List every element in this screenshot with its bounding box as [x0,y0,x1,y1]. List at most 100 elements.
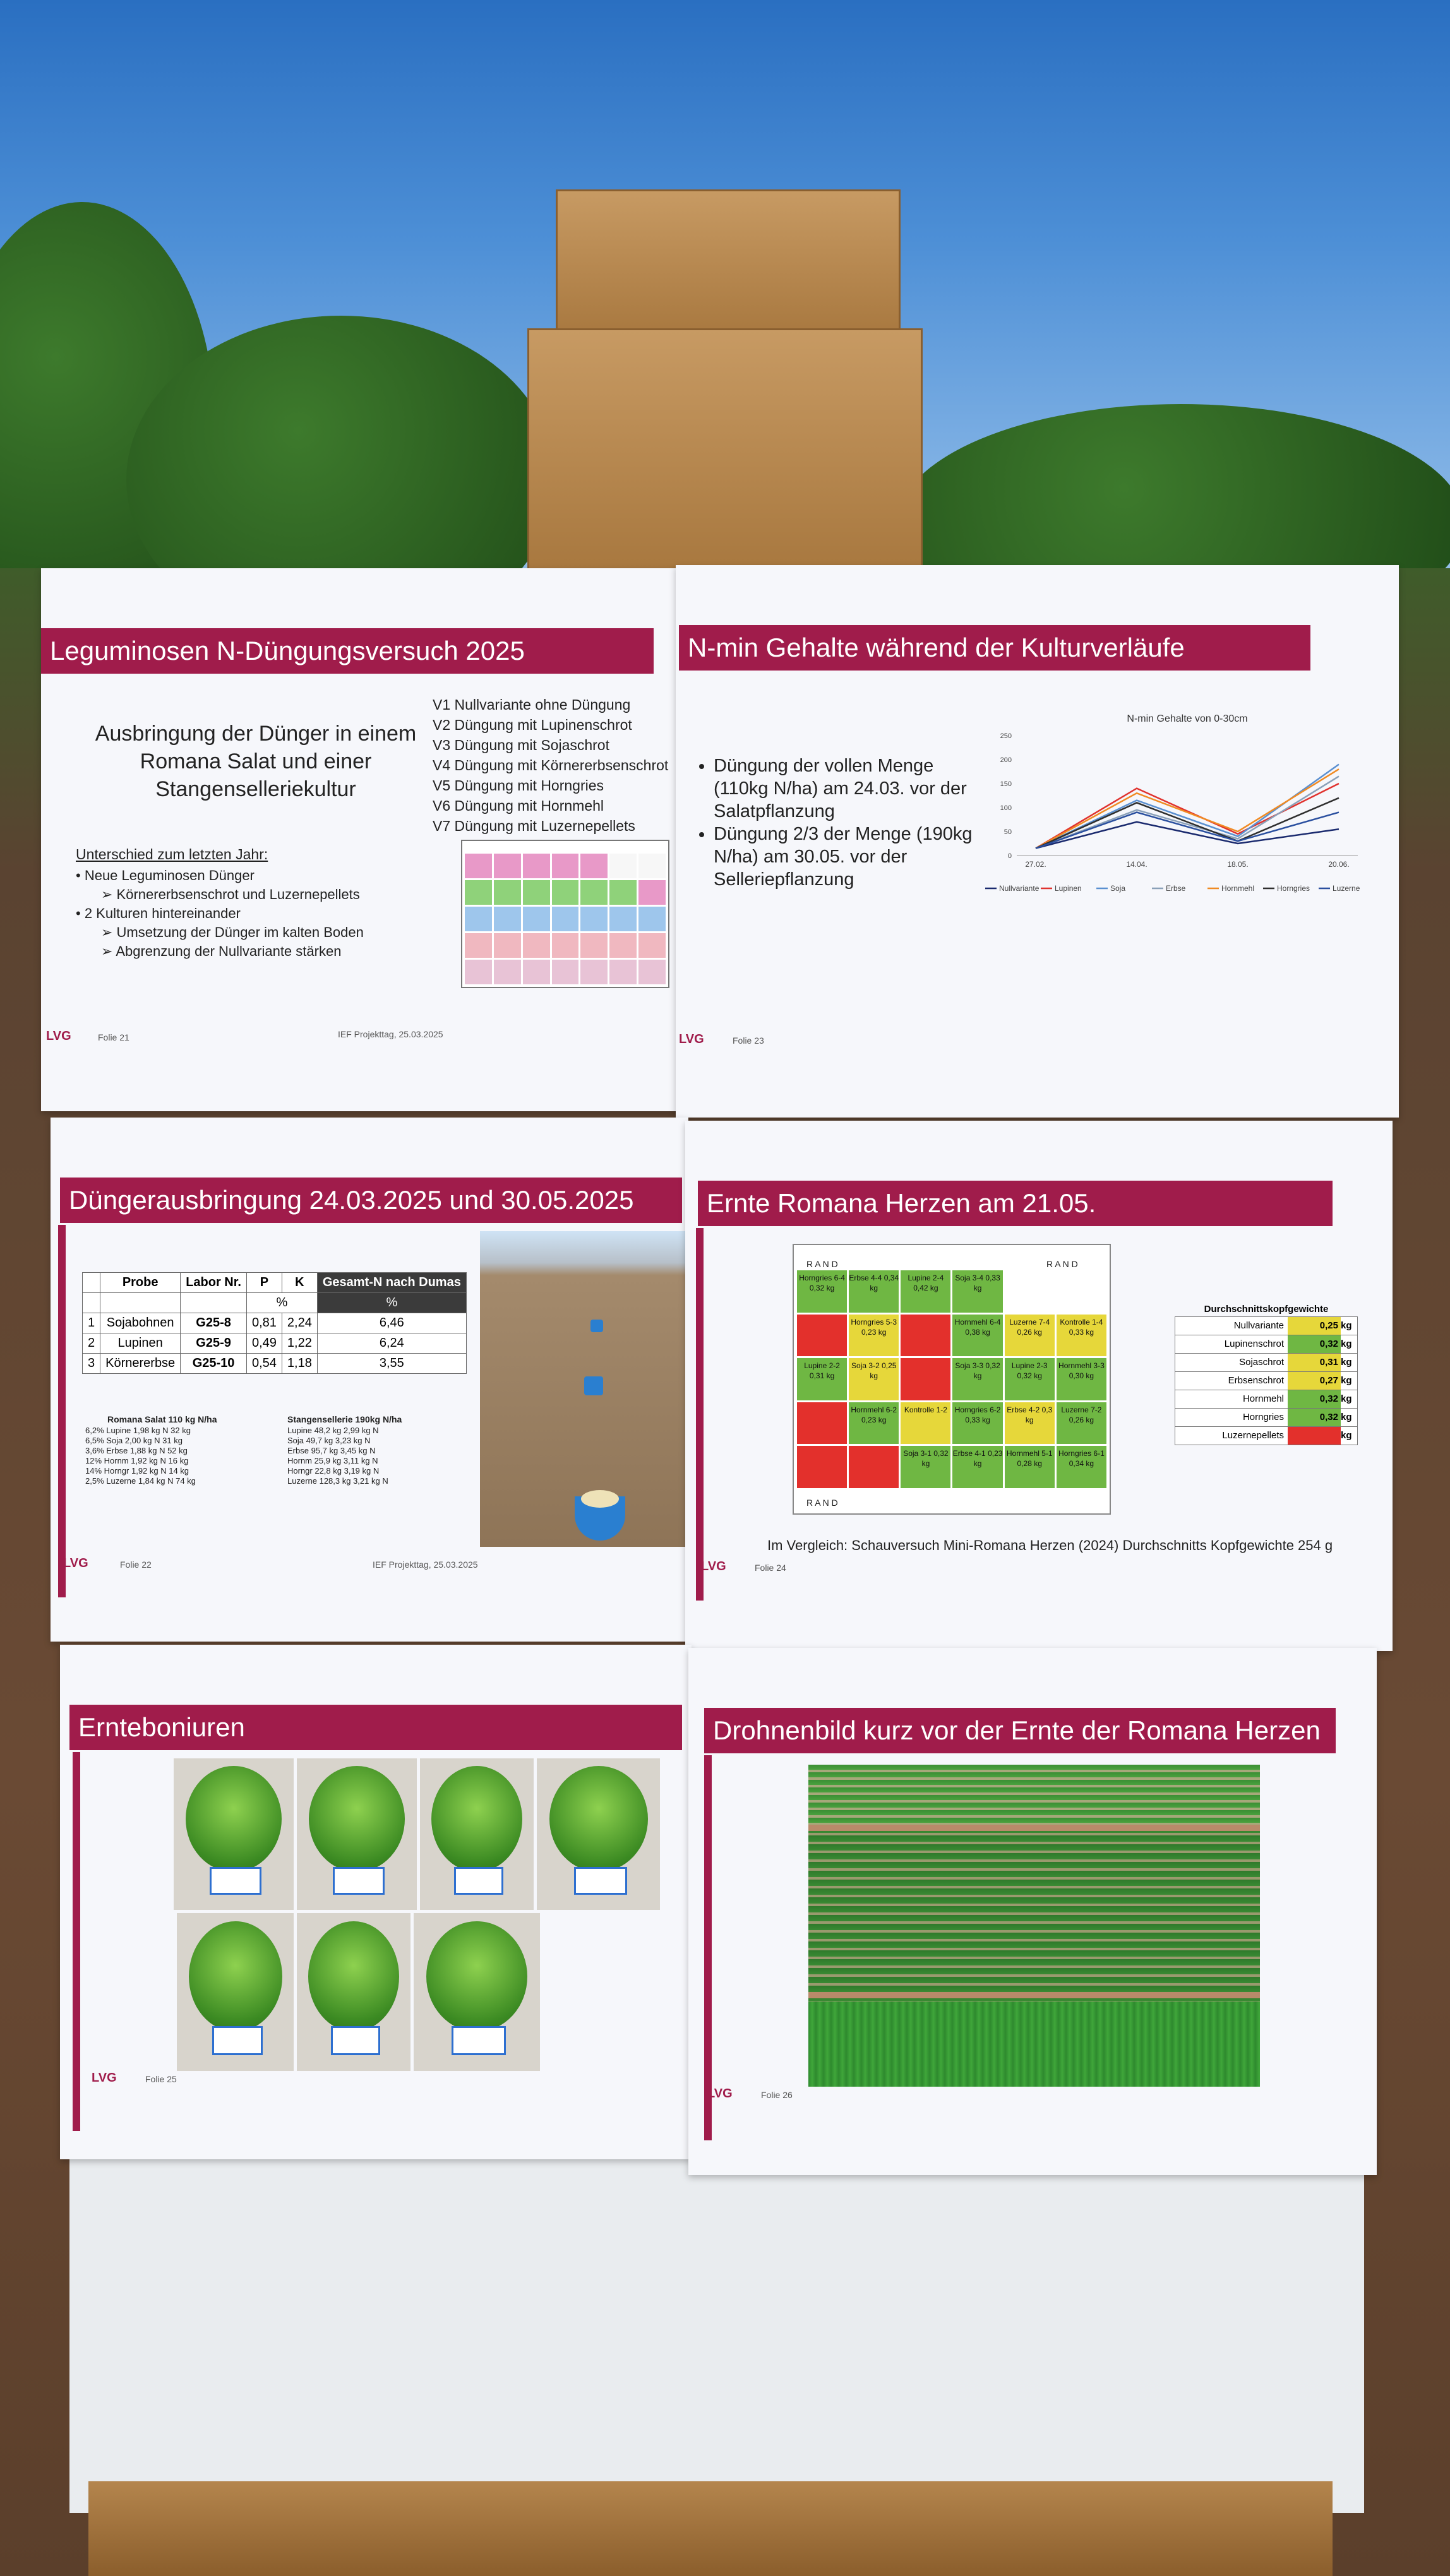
slide-title: Düngerausbringung 24.03.2025 und 30.05.2… [60,1178,682,1223]
list-item: Soja 49,7 kg 3,23 kg N [287,1436,371,1445]
slide-24: Ernte Romana Herzen am 21.05. R A N D R … [685,1121,1393,1651]
table-header: P [246,1272,282,1293]
avg-value [1288,1427,1341,1445]
list-item: V5 Düngung mit Horngries [433,777,604,794]
list-item: 6,5% Soja 2,00 kg N 31 kg [85,1436,183,1445]
avg-title: Durchschnittskopfgewichte [1204,1304,1329,1315]
grid-cell: Luzerne 7-4 0,26 kg [1004,1314,1055,1357]
fertilizer-table: Probe Labor Nr. P K Gesamt-N nach Dumas … [81,1272,467,1374]
white-board [69,2147,1364,2513]
slide-number: Folie 25 [145,2074,177,2084]
grid-cell [797,1402,848,1445]
list-item: 12% Hornm 1,92 kg N 16 kg [85,1456,189,1465]
list-item: V6 Düngung mit Hornmehl [433,797,604,814]
grid-cell: Lupine 2-3 0,32 kg [1004,1358,1055,1400]
sellerie-heading: Stangensellerie 190kg N/ha [287,1414,402,1424]
table-row: 3 Körnererbse G25-10 0,54 1,18 3,55 [81,1353,467,1374]
avg-row: Nullvariante 0,25 kg [1175,1316,1358,1335]
slide-number: Folie 21 [98,1032,129,1042]
board-base-wood [88,2481,1333,2576]
intro-text: Ausbringung der Dünger in einem Romana S… [95,722,417,801]
list-item: ➢ Körnererbsenschrot und Luzernepellets [101,886,360,902]
slide-number: Folie 24 [755,1563,786,1573]
table-header: Gesamt-N nach Dumas [316,1272,467,1293]
table-header: K [281,1272,318,1293]
table-header: Probe [100,1272,181,1293]
salat-heading: Romana Salat 110 kg N/ha [107,1414,217,1424]
grid-cell [849,1446,899,1488]
cell: G25-8 [180,1313,247,1333]
legend-label: Horngries [1277,884,1310,893]
grid-cell: Soja 3-1 0,32 kg [901,1446,951,1488]
bucket-icon [584,1376,603,1395]
grid-cell: Luzerne 7-2 0,26 kg [1056,1402,1106,1445]
avg-value: 0,27 [1288,1372,1341,1390]
legend-label: Erbse [1166,884,1186,893]
slide-title: Ernte Romana Herzen am 21.05. [698,1181,1333,1226]
avg-value: 0,32 [1288,1409,1341,1426]
list-item: ➢ Umsetzung der Dünger im kalten Boden [101,924,364,940]
list-item: Luzerne 128,3 kg 3,21 kg N [287,1476,388,1486]
series-line-erbse [1035,775,1339,849]
y-tick-label: 200 [1000,756,1012,764]
grid-cell: Soja 3-4 0,33 kg [952,1270,1003,1313]
grid-cell: Lupine 2-4 0,42 kg [901,1270,951,1313]
variant-list: V1 Nullvariante ohne Düngung V2 Düngung m… [433,695,673,836]
grid-cell: Lupine 2-2 0,31 kg [797,1358,848,1400]
list-item: Hornm 25,9 kg 3,11 kg N [287,1456,378,1465]
avg-row: Horngries 0,32 kg [1175,1408,1358,1427]
slide-title: N-min Gehalte während der Kulturverläufe [679,625,1310,671]
avg-name: Luzernepellets [1175,1427,1288,1445]
slide-23: N-min Gehalte während der Kulturverläufe… [676,565,1399,1118]
slide-number: Folie 26 [761,2090,793,2100]
slide-number: Folie 23 [733,1035,764,1046]
rand-label-top: R A N D [806,1259,838,1269]
lettuce-photo [297,1758,417,1910]
lettuce-photo [414,1913,540,2071]
cell: 1 [81,1313,101,1333]
cell: 1,18 [281,1353,318,1374]
avg-value: 0,32 [1288,1390,1341,1408]
grid-cell: Hornmehl 5-1 0,28 kg [1004,1446,1055,1488]
nmin-line-chart: N-min Gehalte von 0-30cm 0 50 100 150 200 250 2… [985,713,1360,893]
grid-cell [901,1314,951,1357]
list-item: 3,6% Erbse 1,88 kg N 52 kg [85,1446,188,1455]
series-line-luzerne [1035,811,1339,849]
harvest-grid: Horngries 6-4 0,32 kg Erbse 4-4 0,34 kg Lu… [797,1270,1106,1488]
cell: G25-10 [180,1353,247,1374]
grid-cell: Soja 3-2 0,25 kg [849,1358,899,1400]
series-line-hornmehl [1035,768,1339,849]
grid-cell: Hornmehl 6-2 0,23 kg [849,1402,899,1445]
plot-layout-mini [461,840,669,988]
lettuce-photo [177,1913,294,2071]
slide-21: Leguminosen N-Düngungsversuch 2025 Ausbr… [41,568,679,1111]
lvg-logo: LVG [63,1556,88,1570]
rand-label-bottom: R A N D [806,1498,838,1508]
avg-row: Lupinenschrot 0,32 kg [1175,1335,1358,1354]
slide-title: Ernteboniuren [69,1705,682,1750]
cell: G25-9 [180,1333,247,1354]
list-item: V1 Nullvariante ohne Düngung [433,696,631,713]
post-crossbeam [556,189,901,338]
x-tick-label: 20.06. [1328,860,1349,869]
legend-label: Luzerne [1333,884,1360,893]
list-item: ➢ Abgrenzung der Nullvariante stärken [101,943,342,959]
diff-list: • Neue Leguminosen Dünger ➢ Körnererbsens… [76,866,429,961]
grid-cell: Hornmehl 3-3 0,30 kg [1056,1358,1106,1400]
avg-unit: kg [1341,1390,1357,1408]
table-row: 2 Lupinen G25-9 0,49 1,22 6,24 [81,1333,467,1354]
drone-path [808,1992,1260,1998]
series-line-nullvariante [1035,821,1339,849]
lvg-logo: LVG [701,1559,726,1573]
avg-weight-table: Durchschnittskopfgewichte Nullvariante 0,… [1175,1304,1358,1445]
avg-row: Hornmehl 0,32 kg [1175,1390,1358,1409]
bucket-icon [590,1320,603,1332]
bullet-list: Düngung der vollen Menge (110kg N/ha) am… [676,754,979,891]
series-line-horngries [1035,797,1339,849]
lettuce-photo [537,1758,660,1910]
unit-label: % [316,1292,467,1313]
avg-unit: kg [1341,1427,1357,1445]
legend-label: Hornmehl [1221,884,1254,893]
fertilizer-in-bucket [581,1490,619,1508]
cell: 0,49 [246,1333,282,1354]
